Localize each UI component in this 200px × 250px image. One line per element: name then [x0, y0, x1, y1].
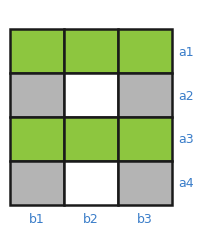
Bar — [10, 74, 64, 118]
Bar — [118, 118, 172, 161]
Bar — [64, 161, 118, 205]
Bar — [10, 161, 64, 205]
Bar — [10, 118, 64, 161]
Text: b3: b3 — [137, 212, 153, 226]
Text: a2: a2 — [178, 89, 194, 102]
Text: a1: a1 — [178, 46, 194, 58]
Bar — [118, 161, 172, 205]
Bar — [118, 30, 172, 74]
Text: b2: b2 — [83, 212, 99, 226]
Text: b1: b1 — [29, 212, 45, 226]
Bar — [64, 74, 118, 118]
Bar — [10, 30, 64, 74]
Text: a3: a3 — [178, 133, 194, 146]
Bar — [64, 118, 118, 161]
Text: a4: a4 — [178, 177, 194, 190]
Bar — [118, 74, 172, 118]
Bar — [64, 30, 118, 74]
